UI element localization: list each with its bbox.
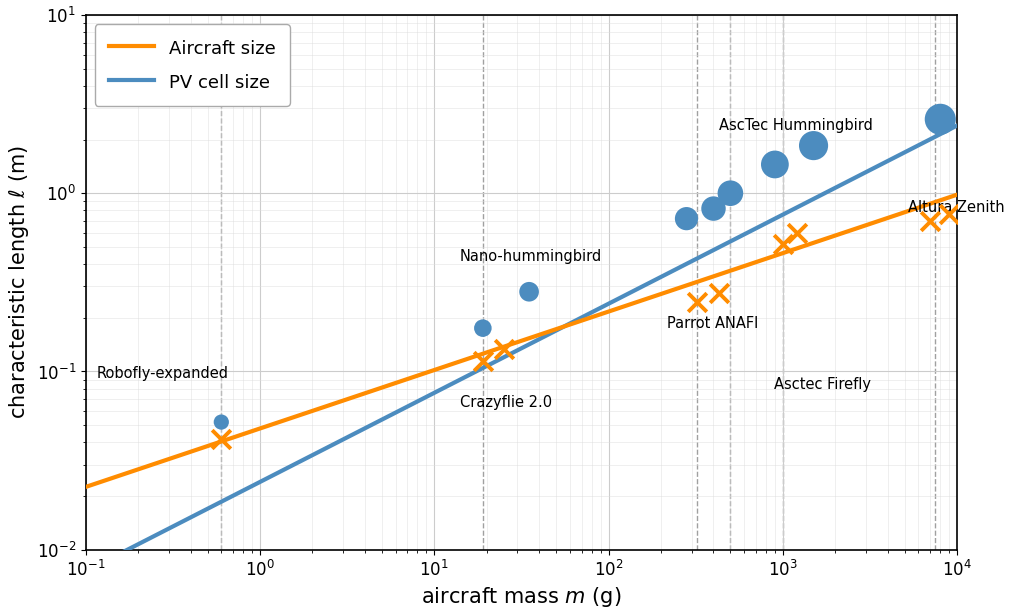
- Point: [521, 287, 537, 297]
- Point: [705, 204, 721, 214]
- Point: [788, 228, 805, 238]
- Point: [941, 209, 957, 219]
- Text: AscTec Hummingbird: AscTec Hummingbird: [719, 118, 873, 133]
- Point: [806, 140, 822, 150]
- Text: Altura Zenith: Altura Zenith: [907, 200, 1004, 215]
- Point: [689, 297, 705, 307]
- Point: [711, 288, 727, 298]
- Y-axis label: characteristic length $\ell$ (m): characteristic length $\ell$ (m): [7, 145, 30, 419]
- Point: [775, 239, 791, 249]
- Point: [496, 344, 512, 354]
- Legend: Aircraft size, PV cell size: Aircraft size, PV cell size: [94, 24, 290, 106]
- Point: [932, 115, 948, 124]
- Point: [474, 323, 491, 333]
- Point: [767, 160, 783, 169]
- Text: Nano-hummingbird: Nano-hummingbird: [459, 249, 602, 264]
- Point: [474, 355, 491, 365]
- Point: [679, 214, 695, 224]
- Point: [722, 188, 739, 198]
- Point: [213, 417, 230, 427]
- Text: Parrot ANAFI: Parrot ANAFI: [666, 317, 758, 331]
- Text: Robofly-expanded: Robofly-expanded: [97, 367, 229, 381]
- Point: [213, 434, 230, 444]
- Text: Crazyflie 2.0: Crazyflie 2.0: [459, 395, 552, 410]
- X-axis label: aircraft mass $m$ (g): aircraft mass $m$ (g): [422, 585, 622, 609]
- Point: [923, 216, 939, 225]
- Text: Asctec Firefly: Asctec Firefly: [774, 376, 871, 392]
